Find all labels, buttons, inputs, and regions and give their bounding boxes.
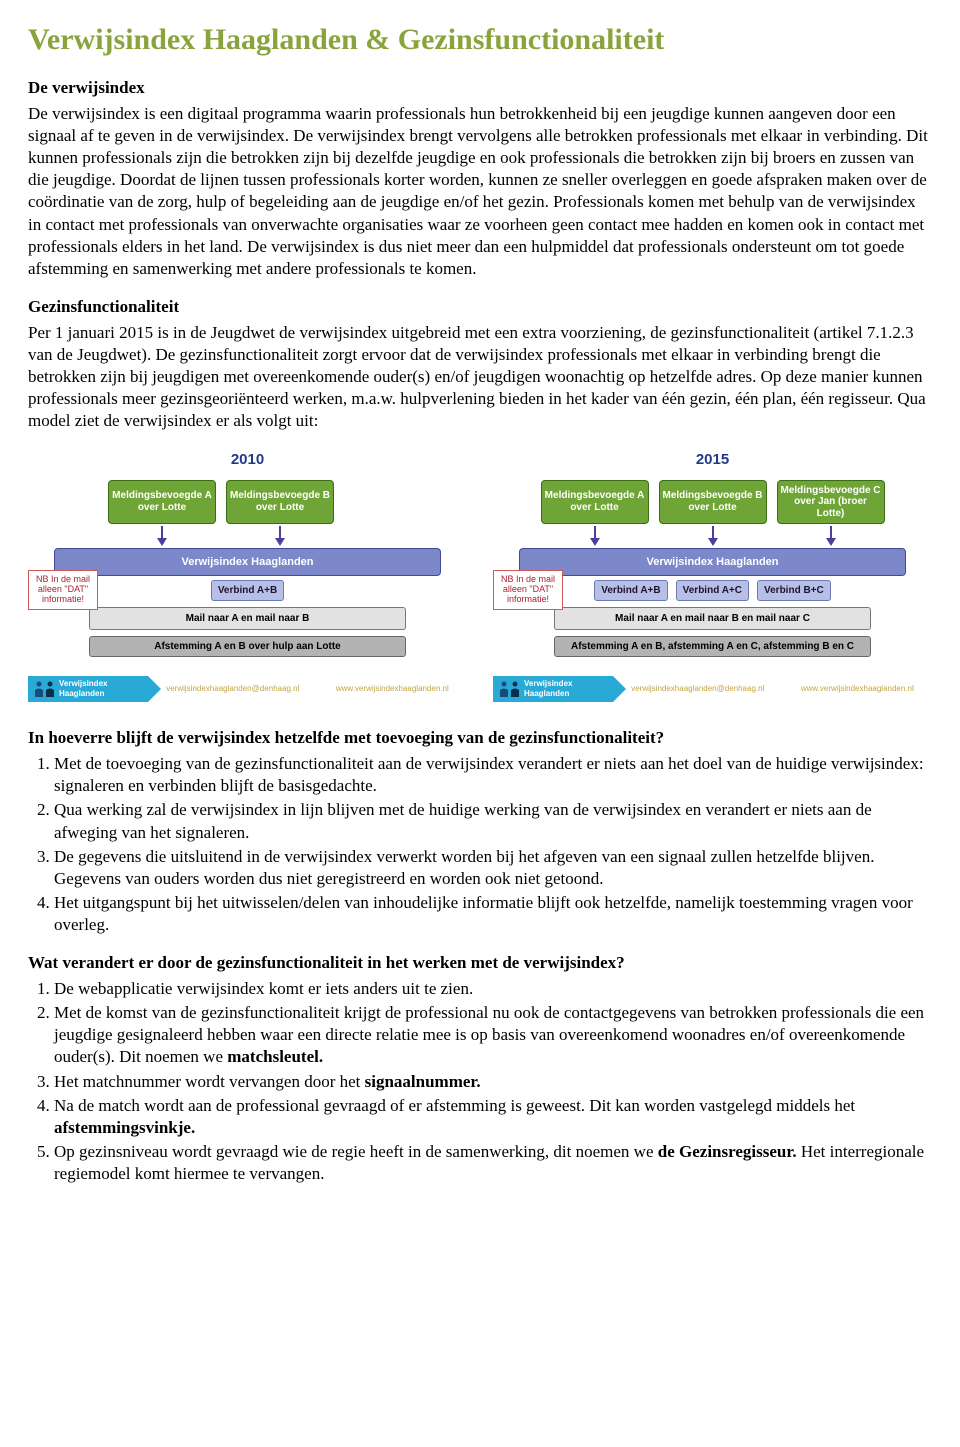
list-item: Het matchnummer wordt vervangen door het… — [54, 1071, 932, 1093]
arrow-down-icon — [155, 526, 169, 546]
afstemming-box: Afstemming A en B, afstemming A en C, af… — [554, 636, 870, 657]
bind-box: Verbind A+B — [211, 580, 284, 601]
footer-bar: Verwijsindex Haaglanden verwijsindexhaag… — [493, 673, 932, 705]
nb-box: NB In de mail alleen "DAT" informatie! — [493, 570, 563, 610]
bind-box: Verbind A+B — [594, 580, 667, 601]
list-item: De webapplicatie verwijsindex komt er ie… — [54, 978, 932, 1000]
meld-box: Meldingsbevoegde A over Lotte — [108, 480, 216, 524]
verwijsindex-box: Verwijsindex Haaglanden — [519, 548, 905, 576]
diagram-2010: 2010 Meldingsbevoegde A over Lotte Meldi… — [28, 450, 467, 705]
list-item: Met de komst van de gezinsfunctionalitei… — [54, 1002, 932, 1068]
arrow-down-icon — [273, 526, 287, 546]
section2-heading: Gezinsfunctionaliteit — [28, 296, 932, 318]
person-icon — [34, 681, 44, 697]
list-item: Qua werking zal de verwijsindex in lijn … — [54, 799, 932, 843]
section4-heading: Wat verandert er door de gezinsfunctiona… — [28, 952, 932, 974]
arrow-down-icon — [588, 526, 602, 546]
section3-list: Met de toevoeging van de gezinsfunctiona… — [28, 753, 932, 936]
section1-heading: De verwijsindex — [28, 77, 932, 99]
meld-box: Meldingsbevoegde A over Lotte — [541, 480, 649, 524]
footer-link: verwijsindexhaaglanden@denhaag.nl — [166, 684, 299, 694]
list-item: Met de toevoeging van de gezinsfunctiona… — [54, 753, 932, 797]
arrow-bar-label: Verwijsindex Haaglanden — [59, 679, 148, 700]
arrow-down-icon — [824, 526, 838, 546]
list-item: Het uitgangspunt bij het uitwisselen/del… — [54, 892, 932, 936]
bind-box: Verbind B+C — [757, 580, 831, 601]
verwijsindex-box: Verwijsindex Haaglanden — [54, 548, 440, 576]
meld-box: Meldingsbevoegde B over Lotte — [659, 480, 767, 524]
list-item: Op gezinsniveau wordt gevraagd wie de re… — [54, 1141, 932, 1185]
meld-box: Meldingsbevoegde C over Jan (broer Lotte… — [777, 480, 885, 524]
footer-link: www.verwijsindexhaaglanden.nl — [801, 684, 914, 694]
section4-list: De webapplicatie verwijsindex komt er ie… — [28, 978, 932, 1185]
diagram-wrap: 2010 Meldingsbevoegde A over Lotte Meldi… — [28, 450, 932, 705]
footer-bar: Verwijsindex Haaglanden verwijsindexhaag… — [28, 673, 467, 705]
meld-box: Meldingsbevoegde B over Lotte — [226, 480, 334, 524]
bind-box: Verbind A+C — [676, 580, 749, 601]
nb-box: NB In de mail alleen "DAT" informatie! — [28, 570, 98, 610]
arrow-bar-label: Verwijsindex Haaglanden — [524, 679, 613, 700]
footer-link: verwijsindexhaaglanden@denhaag.nl — [631, 684, 764, 694]
arrow-down-icon — [706, 526, 720, 546]
person-icon — [510, 681, 520, 697]
arrow-bar-icon: Verwijsindex Haaglanden — [493, 676, 613, 702]
section1-body: De verwijsindex is een digitaal programm… — [28, 103, 932, 280]
mail-box: Mail naar A en mail naar B en mail naar … — [554, 607, 870, 630]
diagram-2015: 2015 Meldingsbevoegde A over Lotte Meldi… — [493, 450, 932, 705]
person-icon — [45, 681, 55, 697]
afstemming-box: Afstemming A en B over hulp aan Lotte — [89, 636, 405, 657]
arrow-bar-icon: Verwijsindex Haaglanden — [28, 676, 148, 702]
footer-link: www.verwijsindexhaaglanden.nl — [336, 684, 449, 694]
section2-body: Per 1 januari 2015 is in de Jeugdwet de … — [28, 322, 932, 432]
year-label-2010: 2010 — [28, 450, 467, 470]
mail-box: Mail naar A en mail naar B — [89, 607, 405, 630]
list-item: De gegevens die uitsluitend in de verwij… — [54, 846, 932, 890]
list-item: Na de match wordt aan de professional ge… — [54, 1095, 932, 1139]
section3-heading: In hoeverre blijft de verwijsindex hetze… — [28, 727, 932, 749]
person-icon — [499, 681, 509, 697]
year-label-2015: 2015 — [493, 450, 932, 470]
page-title: Verwijsindex Haaglanden & Gezinsfunction… — [28, 20, 932, 59]
